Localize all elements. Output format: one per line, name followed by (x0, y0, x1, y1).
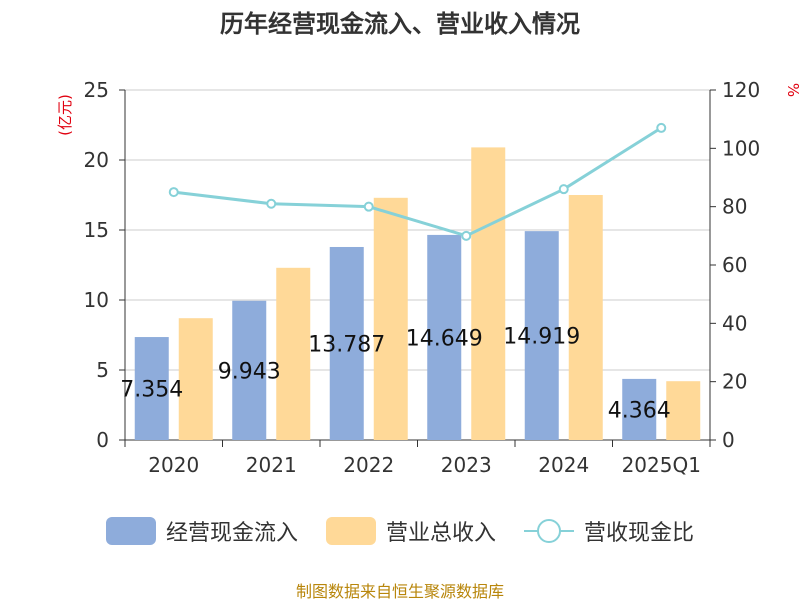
y-right-unit-label: % (784, 83, 800, 97)
data-label-cash-inflow: 14.919 (503, 325, 580, 350)
line-ratio (173, 126, 663, 238)
point-ratio (656, 122, 667, 133)
y-left-tick-label: 5 (96, 358, 109, 382)
y-right-tick-label: 120 (722, 78, 760, 102)
legend-label-cash-inflow: 经营现金流入 (165, 521, 298, 546)
x-tick-label: 2024 (538, 453, 589, 477)
y-right-tick-label: 0 (722, 428, 735, 452)
x-tick-label: 2022 (343, 453, 394, 477)
bar-cash-inflow (329, 246, 364, 440)
point-ratio (461, 230, 472, 241)
legend-label-ratio: 营收现金比 (584, 521, 695, 546)
y-right-tick-label: 20 (722, 370, 747, 394)
legend-swatch-cash-inflow (105, 517, 156, 545)
y-left-tick-label: 0 (96, 428, 109, 452)
legend-swatch-revenue (325, 517, 376, 545)
data-label-cash-inflow: 9.943 (218, 359, 281, 384)
y-left-tick-label: 25 (84, 78, 109, 102)
point-ratio (266, 198, 277, 209)
legend-item-revenue[interactable]: 营业总收入 (325, 515, 496, 547)
y-left-tick-label: 10 (84, 288, 109, 312)
data-label-cash-inflow: 4.364 (608, 398, 671, 423)
y-left-tick-label: 20 (84, 148, 109, 172)
bar-cash-inflow (427, 234, 462, 440)
y-right-tick-label: 60 (722, 253, 747, 277)
y-right-tick-label: 80 (722, 195, 747, 219)
legend-item-cash-inflow[interactable]: 经营现金流入 (105, 515, 298, 547)
bar-revenue (666, 381, 701, 440)
x-tick-label: 2021 (246, 453, 297, 477)
bar-revenue (471, 147, 506, 440)
bar-cash-inflow (622, 378, 657, 440)
y-left-unit-label: (亿元) (56, 94, 74, 136)
bar-revenue (276, 267, 311, 440)
x-tick-label: 2023 (441, 453, 492, 477)
point-ratio (363, 201, 374, 212)
bar-revenue (373, 197, 408, 440)
bar-revenue (568, 195, 603, 440)
legend-swatch-ratio (524, 517, 574, 545)
x-tick-label: 2025Q1 (622, 453, 701, 477)
legend: 经营现金流入 营业总收入 营收现金比 (0, 515, 800, 547)
data-source-note: 制图数据来自恒生聚源数据库 (295, 582, 504, 601)
x-tick-label: 2020 (148, 453, 199, 477)
y-right-tick-label: 40 (722, 311, 747, 335)
chart-title: 历年经营现金流入、营业收入情况 (220, 10, 580, 38)
y-right-tick-label: 100 (722, 136, 760, 160)
bar-cash-inflow (524, 231, 559, 440)
bar-cash-inflow (134, 337, 169, 440)
bar-cash-inflow (232, 300, 267, 440)
y-left-tick-label: 15 (84, 218, 109, 242)
data-label-cash-inflow: 13.787 (308, 332, 385, 357)
point-ratio (558, 184, 569, 195)
data-label-cash-inflow: 14.649 (406, 326, 483, 351)
legend-label-revenue: 营业总收入 (385, 521, 496, 546)
bar-revenue (178, 318, 213, 440)
legend-item-ratio[interactable]: 营收现金比 (524, 515, 694, 547)
point-ratio (168, 187, 179, 198)
data-label-cash-inflow: 7.354 (120, 378, 183, 403)
